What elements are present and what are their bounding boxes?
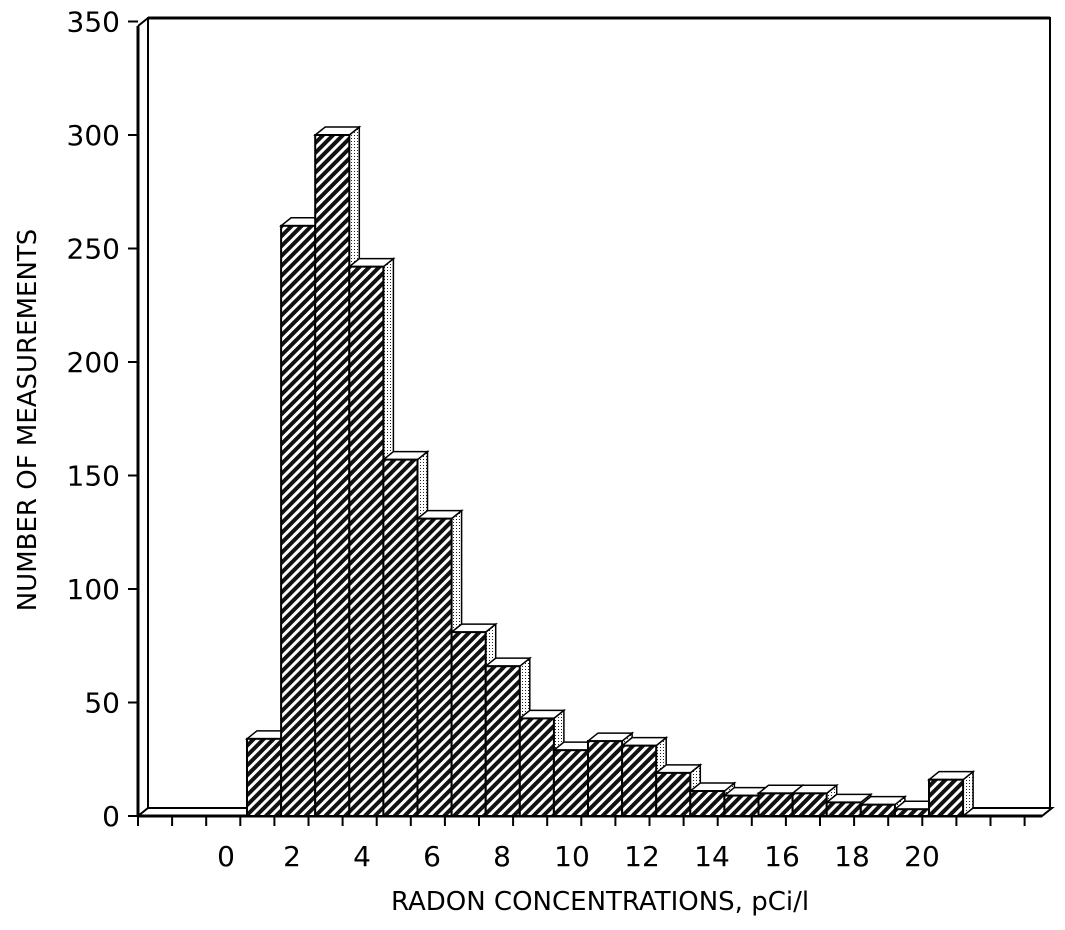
- y-tick-label: 150: [67, 460, 120, 493]
- bar: [517, 708, 567, 818]
- bar-front: [348, 265, 385, 818]
- bar-front: [246, 737, 283, 818]
- x-tick-label: 12: [624, 840, 660, 873]
- bar-front: [314, 134, 351, 817]
- y-tick-label: 0: [102, 800, 120, 833]
- bar-front: [382, 458, 419, 817]
- bar-front: [689, 790, 726, 818]
- bar-front: [655, 771, 692, 817]
- bar-front: [416, 517, 453, 817]
- x-tick-label: 18: [834, 840, 870, 873]
- bar-front: [825, 801, 862, 818]
- bar-front: [723, 794, 760, 818]
- bar-front: [552, 749, 590, 817]
- x-tick-label: 16: [764, 840, 800, 873]
- x-tick-label: 8: [493, 840, 511, 873]
- x-tick-label: 10: [554, 840, 590, 873]
- y-tick-label: 350: [67, 6, 120, 39]
- bar-front: [280, 224, 317, 818]
- bar-front: [859, 803, 896, 818]
- x-tick-label: 6: [423, 840, 441, 873]
- bar-front: [621, 744, 658, 818]
- bar-front: [928, 778, 965, 817]
- bar-front: [893, 808, 931, 818]
- y-tick-label: 200: [67, 346, 120, 379]
- y-tick-label: 300: [67, 119, 120, 152]
- x-axis-title: RADON CONCENTRATIONS, pCi/l: [391, 887, 809, 917]
- x-tick-label: 2: [283, 840, 301, 873]
- x-tick-label: 0: [217, 840, 235, 873]
- bar: [926, 770, 976, 818]
- bar-front: [587, 740, 624, 818]
- y-tick-label: 50: [84, 687, 120, 720]
- bar-front: [518, 717, 555, 818]
- plot-frame: [135, 16, 1055, 818]
- y-tick-label: 250: [67, 233, 120, 266]
- bar-front: [757, 792, 794, 817]
- ticks-group: 0 50 100 150 200 250 300 350 0 2 4 6 8 10 12 14 16 18 20: [67, 6, 1026, 873]
- y-axis-top-edge: [137, 17, 149, 27]
- bar-front: [791, 792, 828, 817]
- bar-front: [484, 665, 521, 817]
- bar-front: [450, 631, 487, 817]
- y-tick-label: 100: [67, 573, 120, 606]
- x-tick-label: 20: [904, 840, 940, 873]
- x-tick-label: 4: [353, 840, 371, 873]
- x-tick-label: 14: [694, 840, 730, 873]
- y-axis-title: NUMBER OF MEASUREMENTS: [13, 229, 43, 612]
- bars-group: [244, 125, 976, 818]
